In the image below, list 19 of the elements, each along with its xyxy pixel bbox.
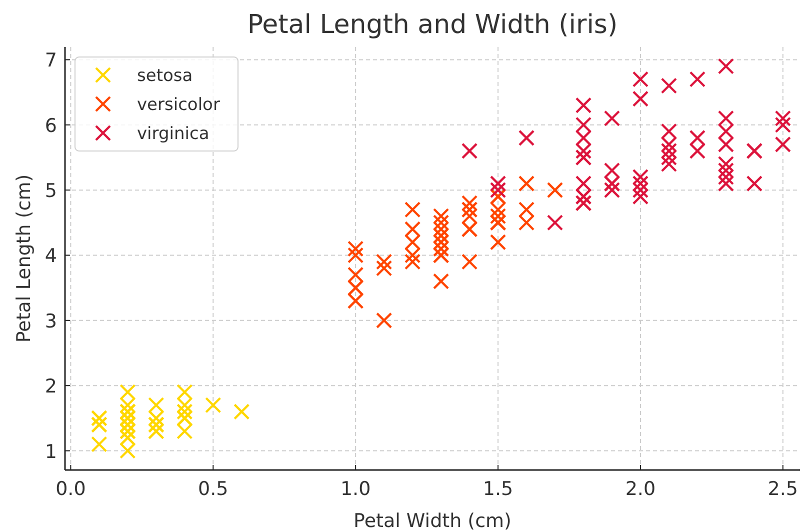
y-tick-label: 5	[44, 180, 57, 202]
x-tick-label: 1.5	[482, 478, 514, 500]
y-tick-label: 4	[44, 245, 57, 268]
x-tick-label: 1.0	[340, 478, 371, 500]
x-tick-label: 2.5	[768, 478, 798, 500]
chart-title: Petal Length and Width (iris)	[247, 10, 618, 40]
legend-label: virginica	[137, 124, 210, 144]
x-axis-title: Petal Width (cm)	[354, 510, 512, 531]
y-tick-label: 3	[44, 310, 57, 332]
y-tick-label: 7	[44, 50, 57, 72]
y-tick-label: 1	[44, 440, 57, 463]
x-tick-label: 2.0	[625, 478, 656, 500]
y-axis-title: Petal Length (cm)	[13, 174, 35, 343]
y-tick-label: 6	[44, 114, 57, 137]
x-tick-label: 0.5	[198, 478, 228, 500]
legend-label: versicolor	[137, 95, 220, 115]
legend-label: setosa	[137, 66, 193, 86]
y-tick-label: 2	[44, 376, 57, 398]
x-tick-label: 0.0	[56, 478, 86, 500]
